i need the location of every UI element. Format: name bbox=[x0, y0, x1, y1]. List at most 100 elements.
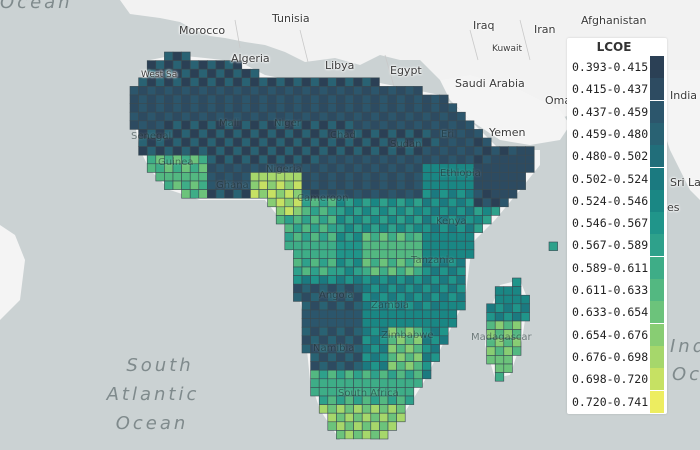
lcoe-cell bbox=[344, 275, 354, 285]
legend-row: 0.567-0.589 bbox=[567, 234, 667, 257]
lcoe-cell bbox=[267, 77, 277, 87]
lcoe-cell bbox=[379, 103, 389, 113]
lcoe-cell bbox=[207, 68, 217, 79]
lcoe-cell bbox=[275, 154, 286, 165]
lcoe-cell bbox=[275, 77, 286, 87]
lcoe-cell bbox=[379, 404, 389, 414]
lcoe-cell bbox=[370, 318, 380, 328]
country-label-chad: Chad bbox=[330, 130, 356, 141]
lcoe-cell bbox=[404, 94, 415, 104]
lcoe-cell bbox=[301, 120, 311, 130]
lcoe-cell bbox=[520, 312, 530, 322]
lcoe-cell bbox=[284, 103, 294, 113]
lcoe-cell bbox=[387, 86, 397, 96]
country-label-morocco: Morocco bbox=[179, 24, 226, 37]
lcoe-cell bbox=[413, 266, 423, 276]
lcoe-cell bbox=[344, 232, 354, 242]
lcoe-cell bbox=[361, 146, 372, 156]
lcoe-cell bbox=[499, 197, 509, 208]
country-label-ethiopia: Ethiopia bbox=[440, 168, 481, 179]
legend-range-label: 0.676-0.698 bbox=[572, 349, 649, 364]
lcoe-cell bbox=[439, 197, 449, 208]
lcoe-cell bbox=[361, 378, 372, 388]
lcoe-cell bbox=[387, 378, 397, 388]
lcoe-cell bbox=[512, 286, 522, 296]
lcoe-cell bbox=[250, 172, 260, 182]
lcoe-cell bbox=[198, 189, 208, 199]
lcoe-cell bbox=[310, 154, 320, 165]
lcoe-cell bbox=[189, 146, 200, 156]
lcoe-cell bbox=[361, 361, 372, 371]
lcoe-cell bbox=[155, 103, 165, 113]
lcoe-cell bbox=[404, 111, 415, 122]
lcoe-cell bbox=[422, 352, 432, 362]
lcoe-cell bbox=[344, 412, 354, 423]
lcoe-cell bbox=[361, 335, 372, 345]
lcoe-cell bbox=[499, 180, 509, 190]
lcoe-cell bbox=[379, 86, 389, 96]
lcoe-cell bbox=[310, 103, 320, 113]
lcoe-cell bbox=[336, 318, 346, 328]
lcoe-cell bbox=[370, 94, 380, 104]
lcoe-cell bbox=[301, 335, 311, 345]
lcoe-cell bbox=[189, 77, 200, 87]
lcoe-cell bbox=[344, 421, 354, 431]
lcoe-cell bbox=[430, 129, 440, 139]
lcoe-cell bbox=[456, 137, 466, 147]
lcoe-cell bbox=[310, 258, 320, 268]
lcoe-cell bbox=[318, 361, 329, 371]
lcoe-cell bbox=[361, 430, 372, 440]
lcoe-cell bbox=[361, 369, 372, 380]
lcoe-cell bbox=[172, 111, 182, 122]
lcoe-cell bbox=[301, 344, 311, 354]
legend-color-swatch bbox=[650, 212, 664, 235]
country-label-oman: Oma bbox=[545, 94, 572, 107]
lcoe-cell bbox=[422, 129, 432, 139]
lcoe-cell bbox=[258, 189, 268, 199]
lcoe-cell bbox=[456, 266, 466, 276]
lcoe-cell bbox=[503, 320, 513, 330]
lcoe-cell bbox=[370, 240, 380, 251]
legend-row: 0.415-0.437 bbox=[567, 78, 667, 101]
lcoe-cell bbox=[275, 86, 286, 96]
lcoe-cell bbox=[430, 275, 440, 285]
lcoe-cell bbox=[250, 111, 260, 122]
lcoe-cell bbox=[284, 197, 294, 208]
lcoe-cell bbox=[258, 120, 268, 130]
lcoe-cell bbox=[344, 378, 354, 388]
lcoe-cell bbox=[275, 197, 286, 208]
lcoe-cell bbox=[370, 421, 380, 431]
ocean-label-indian-1: Indi bbox=[670, 336, 700, 357]
lcoe-cell bbox=[301, 301, 311, 311]
legend-range-label: 0.589-0.611 bbox=[572, 260, 649, 275]
lcoe-cell bbox=[473, 215, 483, 225]
lcoe-cell bbox=[353, 249, 363, 259]
lcoe-cell bbox=[503, 363, 513, 373]
lcoe-cell bbox=[404, 180, 415, 190]
lcoe-cell bbox=[327, 404, 337, 414]
lcoe-cell bbox=[370, 163, 380, 173]
lcoe-cell bbox=[224, 77, 234, 87]
lcoe-cell bbox=[258, 146, 268, 156]
lcoe-cell bbox=[482, 163, 492, 173]
lcoe-cell bbox=[413, 94, 423, 104]
lcoe-cell bbox=[258, 180, 268, 190]
legend-row: 0.437-0.459 bbox=[567, 100, 667, 123]
lcoe-cell bbox=[189, 172, 200, 182]
lcoe-cell bbox=[430, 197, 440, 208]
lcoe-cell bbox=[250, 77, 260, 87]
lcoe-cell bbox=[224, 86, 234, 96]
lcoe-cell bbox=[336, 258, 346, 268]
lcoe-cell bbox=[336, 378, 346, 388]
lcoe-cell bbox=[318, 275, 329, 285]
lcoe-cell bbox=[310, 215, 320, 225]
lcoe-cell bbox=[258, 77, 268, 87]
lcoe-cell bbox=[232, 86, 243, 96]
lcoe-cell bbox=[486, 303, 496, 313]
lcoe-cell bbox=[413, 86, 423, 96]
lcoe-cell bbox=[361, 352, 372, 362]
lcoe-cell bbox=[370, 352, 380, 362]
lcoe-cell bbox=[413, 344, 423, 354]
country-label-zimbabwe: Zimbabwe bbox=[381, 330, 434, 341]
